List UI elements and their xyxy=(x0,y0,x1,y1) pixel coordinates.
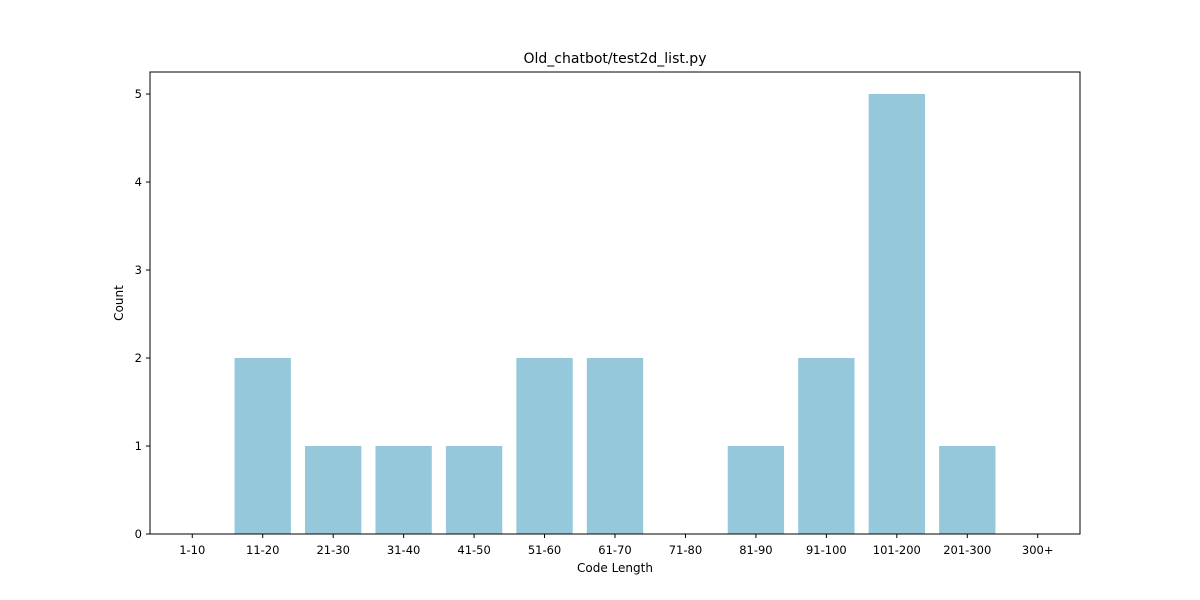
x-tick-label: 1-10 xyxy=(179,543,205,557)
y-tick-label: 4 xyxy=(135,175,142,189)
bar-61-70 xyxy=(586,358,644,534)
x-tick-label: 51-60 xyxy=(528,543,561,557)
x-tick-label: 91-100 xyxy=(806,543,847,557)
x-axis-label: Code Length xyxy=(577,561,653,575)
bar-91-100 xyxy=(798,358,855,534)
y-tick-label: 5 xyxy=(135,87,142,101)
x-tick-label: 61-70 xyxy=(598,543,631,557)
bars-layer xyxy=(234,94,996,534)
y-axis-ticks: 0 1 2 3 4 5 xyxy=(135,87,150,541)
x-tick-label: 71-80 xyxy=(669,543,702,557)
bar-51-60 xyxy=(516,358,573,534)
x-tick-label: 41-50 xyxy=(457,543,490,557)
bar-31-40 xyxy=(375,446,432,534)
x-tick-label: 101-200 xyxy=(873,543,921,557)
bar-81-90 xyxy=(727,446,785,534)
y-tick-label: 3 xyxy=(135,263,142,277)
bar-11-20 xyxy=(234,358,291,534)
bar-201-300 xyxy=(939,446,996,534)
x-axis-ticks: 1-10 11-20 21-30 31-40 41-50 51-60 61-70 71-80 8… xyxy=(179,534,1054,557)
y-tick-label: 1 xyxy=(135,439,142,453)
bar-101-200 xyxy=(868,94,925,534)
x-tick-label: 300+ xyxy=(1022,543,1054,557)
x-tick-label: 21-30 xyxy=(316,543,349,557)
x-tick-label: 11-20 xyxy=(246,543,279,557)
y-tick-label: 2 xyxy=(135,351,142,365)
chart-title: Old_chatbot/test2d_list.py xyxy=(524,51,707,67)
x-tick-label: 201-300 xyxy=(943,543,991,557)
y-axis-label: Count xyxy=(112,285,126,321)
plot-area-frame xyxy=(149,71,1081,535)
bar-41-50 xyxy=(445,446,503,534)
x-tick-label: 81-90 xyxy=(739,543,772,557)
bar-21-30 xyxy=(305,446,362,534)
x-tick-label: 31-40 xyxy=(387,543,420,557)
y-tick-label: 0 xyxy=(135,527,142,541)
